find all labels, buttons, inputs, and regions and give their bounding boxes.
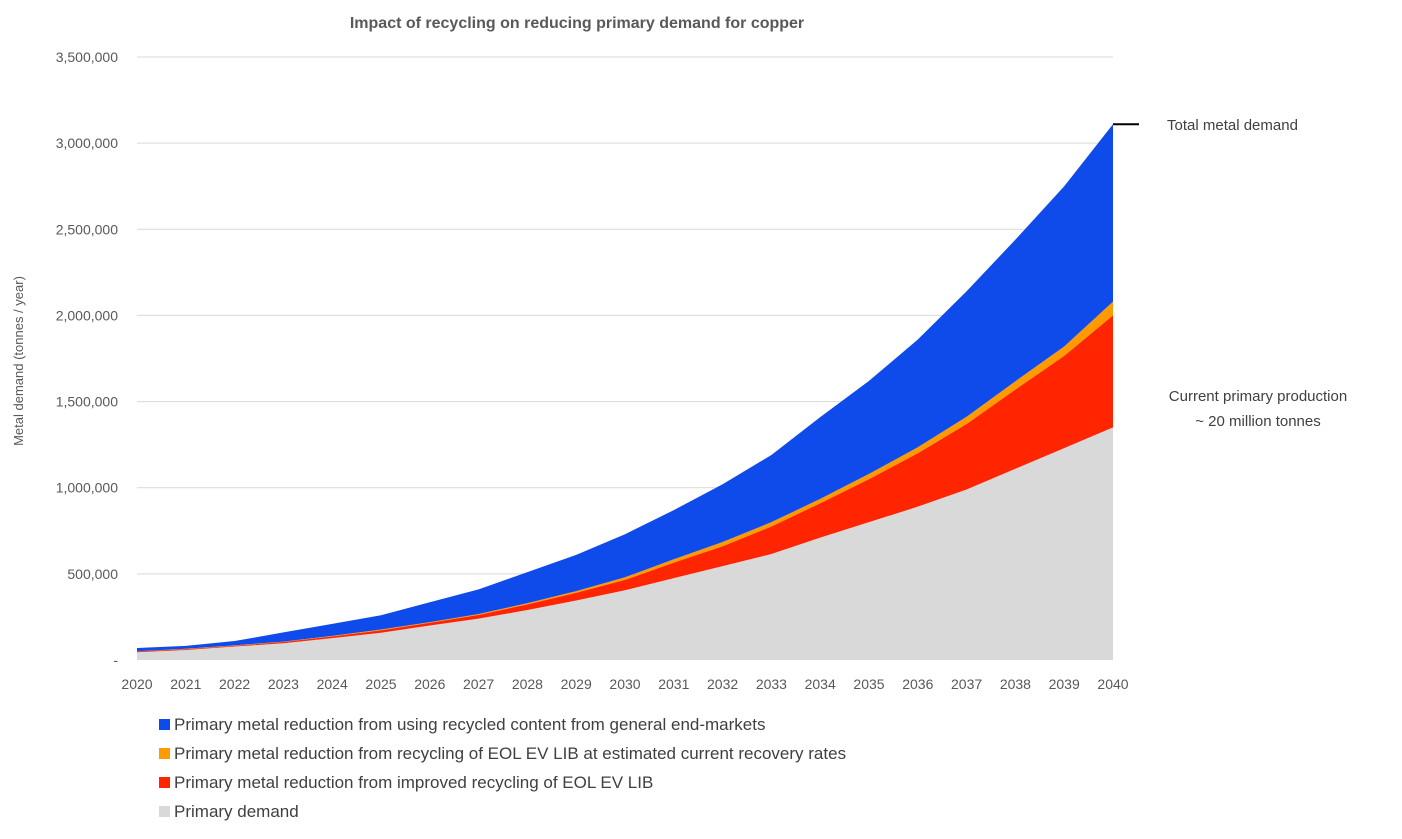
y-tick-label: 3,500,000 <box>56 49 118 65</box>
y-tick-label: 2,000,000 <box>56 307 118 323</box>
grid-layer <box>137 56 1113 575</box>
x-tick-label: 2033 <box>756 676 787 692</box>
area-series-primary-metal-reduction-from-improved-recycling-of-eol-ev-lib <box>137 315 1113 653</box>
area-chart: Impact of recycling on reducing primary … <box>11 15 1347 692</box>
x-tick-label: 2026 <box>414 676 445 692</box>
annotation-layer: Total metal demand Current primary produ… <box>1113 117 1347 442</box>
legend-swatch <box>159 777 170 788</box>
x-tick-label: 2040 <box>1097 676 1128 692</box>
legend-swatch <box>159 806 170 817</box>
x-tick-label: 2038 <box>1000 676 1031 692</box>
x-tick-label: 2030 <box>609 676 640 692</box>
x-tick-label: 2031 <box>658 676 689 692</box>
y-tick-label: 1,000,000 <box>56 480 118 496</box>
legend-label: Primary metal reduction from improved re… <box>174 772 654 792</box>
x-tick-label: 2025 <box>365 676 396 692</box>
x-tick-label: 2022 <box>219 676 250 692</box>
area-layer <box>137 124 1113 660</box>
y-tick-label: 1,500,000 <box>56 394 118 410</box>
legend-label: Primary metal reduction from using recyc… <box>174 714 766 734</box>
x-tick-label: 2037 <box>951 676 982 692</box>
x-tick-label: 2036 <box>902 676 933 692</box>
x-tick-label: 2035 <box>853 676 884 692</box>
legend-item: Primary demand <box>159 797 846 826</box>
legend-label: Primary metal reduction from recycling o… <box>174 743 847 763</box>
y-tick-label: 500,000 <box>67 566 118 582</box>
x-tick-label: 2020 <box>121 676 152 692</box>
x-tick-label: 2027 <box>463 676 494 692</box>
legend-swatch <box>159 748 170 759</box>
legend: Primary metal reduction from using recyc… <box>159 710 846 826</box>
legend-item: Primary metal reduction from using recyc… <box>159 710 846 739</box>
total-demand-label: Total metal demand <box>1167 117 1298 134</box>
x-tick-label: 2028 <box>512 676 543 692</box>
y-tick-label: 2,500,000 <box>56 221 118 237</box>
legend-item: Primary metal reduction from recycling o… <box>159 739 846 768</box>
chart-title: Impact of recycling on reducing primary … <box>350 15 804 32</box>
y-tick-labels: - 500,000 1,000,000 1,500,000 2,000,000 2,500… <box>56 49 119 668</box>
x-tick-label: 2039 <box>1049 676 1080 692</box>
x-tick-labels: 2020 2021 2022 2023 2024 2025 2026 2027 2028 2029… <box>121 676 1128 692</box>
x-tick-label: 2029 <box>561 676 592 692</box>
legend-item: Primary metal reduction from improved re… <box>159 768 846 797</box>
x-tick-label: 2024 <box>317 676 348 692</box>
area-series-primary-demand <box>137 427 1113 660</box>
x-tick-label: 2021 <box>170 676 201 692</box>
current-production-label-line-2: ~ 20 million tonnes <box>1195 413 1321 430</box>
y-tick-label: 3,000,000 <box>56 135 118 151</box>
x-tick-label: 2032 <box>707 676 738 692</box>
legend-label: Primary demand <box>174 801 299 821</box>
current-production-label-line-1: Current primary production <box>1169 388 1347 405</box>
x-tick-label: 2023 <box>268 676 299 692</box>
y-axis-label: Metal demand (tonnes / year) <box>11 276 26 446</box>
area-series-primary-metal-reduction-from-using-recycled-content-from-general-end-markets <box>137 124 1113 652</box>
x-tick-label: 2034 <box>805 676 836 692</box>
y-tick-label: - <box>113 652 118 668</box>
legend-swatch <box>159 719 170 730</box>
